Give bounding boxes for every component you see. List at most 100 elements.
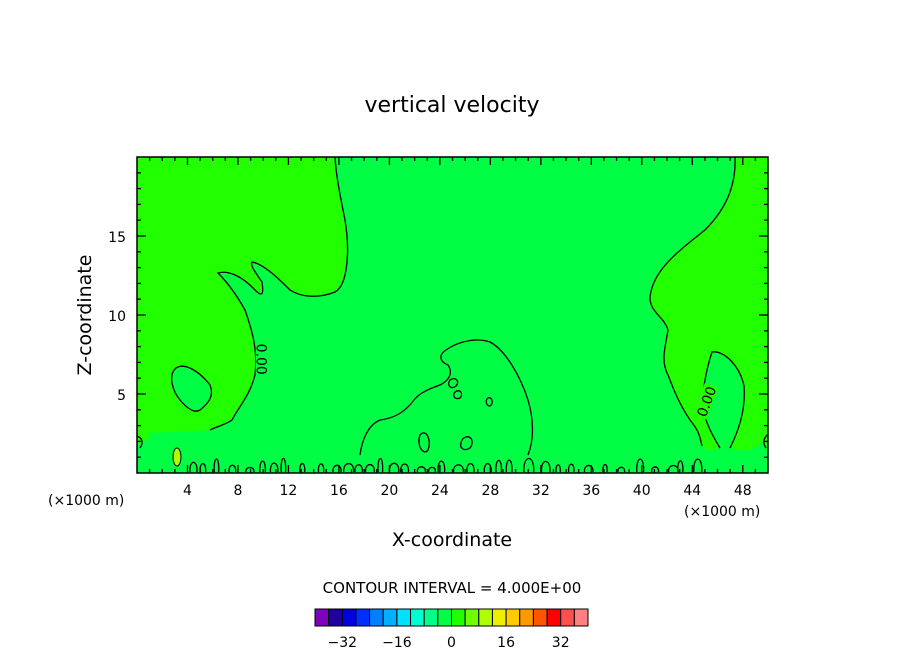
x-tick-label: 16 (330, 483, 348, 499)
boundary-contour (452, 464, 464, 473)
x-unit-label-left: (×1000 m) (48, 493, 124, 509)
x-tick-label: 8 (233, 483, 242, 499)
contour-small-center-3 (485, 397, 493, 407)
colorbar-tick-labels: −32 −16 0 16 32 (328, 635, 570, 651)
y-tick-label: 15 (108, 230, 126, 246)
boundary-contour (427, 466, 437, 473)
boundary-contour (213, 458, 220, 473)
x-axis-title: X-coordinate (392, 529, 512, 551)
colorbar-swatch (328, 608, 343, 627)
contour-right (649, 156, 736, 447)
boundary-contour (269, 462, 279, 473)
x-tick-label: 40 (633, 483, 651, 499)
contour-label: 0.00 (253, 344, 269, 375)
boundary-contour (693, 458, 703, 473)
contour-left-edge (136, 435, 143, 449)
x-tick-label: 32 (532, 483, 550, 499)
boundary-contour (495, 459, 503, 473)
y-axis-title: Z-coordinate (74, 255, 96, 376)
contour-small-center-4 (418, 432, 430, 453)
contour-main-upper (209, 156, 349, 431)
contour-center-dome (359, 339, 534, 456)
boundary-contour (299, 462, 306, 473)
colorbar-swatch (478, 608, 493, 627)
y-tick-label: 5 (117, 388, 126, 404)
colorbar-tick-label: −16 (382, 635, 412, 651)
boundary-contour (602, 463, 608, 473)
x-tick-label: 44 (683, 483, 701, 499)
y-tick-label: 10 (108, 309, 126, 325)
contour-left-loop (170, 365, 213, 412)
boundary-contour (583, 464, 594, 473)
x-tick-label: 20 (380, 483, 398, 499)
boundary-contour (567, 463, 575, 473)
boundary-contour (354, 464, 363, 473)
boundary-contour (466, 462, 475, 473)
contour-small-center-5 (460, 436, 473, 451)
colorbar-swatch (410, 608, 425, 627)
contour-lines (136, 156, 769, 473)
colorbar-swatch (369, 608, 384, 627)
boundary-contour (416, 466, 426, 473)
y-axis-tick-labels: 5 10 15 (108, 230, 126, 404)
boundary-contour (651, 466, 660, 473)
x-tick-label: 4 (183, 483, 192, 499)
colorbar-swatch (437, 608, 453, 627)
x-tick-label: 36 (582, 483, 600, 499)
boundary-contour (540, 460, 551, 473)
boundary-contour (228, 464, 237, 473)
boundary-contour (483, 462, 492, 473)
colorbar-swatch (396, 608, 412, 627)
field-small-cell (172, 447, 182, 467)
x-tick-label: 24 (431, 483, 449, 499)
boundary-contour (343, 462, 355, 473)
boundary-contour (523, 457, 535, 473)
colorbar-swatch (464, 608, 480, 627)
contour-small-center-1 (448, 378, 459, 389)
colorbar-swatch (519, 608, 534, 627)
x-unit-label-right: (×1000 m) (684, 504, 760, 520)
contour-small-center-2 (453, 390, 463, 400)
colorbar-swatch (314, 608, 330, 627)
colorbar-tick-label: 0 (447, 635, 456, 651)
colorbar-swatch (560, 608, 575, 627)
colorbar-tick-label: 32 (552, 635, 570, 651)
boundary-contour (636, 458, 645, 473)
boundary-contour (189, 461, 198, 473)
boundary-contour (259, 460, 266, 473)
x-tick-label: 28 (481, 483, 499, 499)
boundary-contour (332, 464, 342, 473)
boundary-contour (280, 457, 287, 473)
colorbar-swatch (451, 608, 466, 627)
contour-right-edge (763, 433, 769, 449)
boundary-contour (377, 457, 384, 473)
x-tick-label: 48 (734, 483, 752, 499)
boundary-contour (364, 463, 375, 473)
boundary-contour (505, 459, 513, 473)
contour-interval-label: CONTOUR INTERVAL = 4.000E+00 (323, 579, 582, 597)
boundary-contour (245, 466, 255, 473)
x-tick-label: 12 (280, 483, 298, 499)
colorbar-swatch (341, 608, 357, 627)
boundary-contour (617, 466, 626, 473)
colorbar-tick-label: 16 (497, 635, 515, 651)
boundary-contour (555, 464, 561, 473)
colorbar-swatch (505, 608, 521, 627)
plot-area: 0.000.00 (136, 156, 769, 474)
x-axis-tick-labels: 4 8 12 16 20 24 28 32 36 40 44 48 (183, 483, 752, 499)
boundary-contour (317, 463, 325, 473)
boundary-contour (400, 463, 410, 473)
colorbar-swatch (491, 608, 507, 627)
colorbar (314, 608, 589, 627)
colorbar-swatch (382, 608, 398, 627)
axis-ticks (137, 157, 768, 473)
boundary-contour (437, 460, 446, 473)
colorbar-swatch (355, 608, 371, 627)
boundary-contour (677, 460, 684, 473)
colorbar-swatch (573, 608, 589, 627)
chart-title: vertical velocity (364, 93, 539, 118)
colorbar-tick-label: −32 (328, 635, 358, 651)
colorbar-swatch (532, 608, 548, 627)
colorbar-swatch (546, 608, 562, 627)
